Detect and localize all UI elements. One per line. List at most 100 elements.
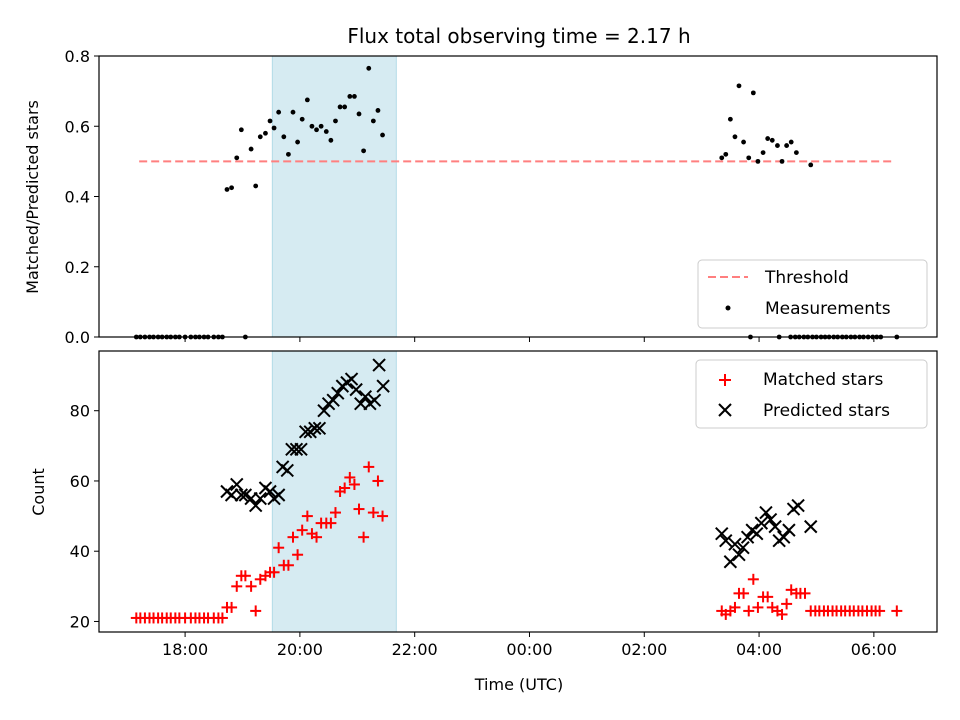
matched-star-marker [891,605,903,617]
y-tick-label: 40 [70,542,90,561]
predicted-star-marker [736,540,750,555]
predicted-star-marker [230,477,244,492]
predicted-star-marker [224,488,239,502]
measurement-point [238,127,244,133]
matched-star-marker [747,573,759,585]
measurement-point [271,125,277,131]
counts-legend: Matched stars Predicted stars [695,359,928,429]
counts-panel-frame [98,350,938,633]
predicted-star-marker [763,512,778,527]
measurement-point [323,129,329,134]
y-tick-label: 80 [70,402,90,421]
counts-legend-box [695,359,928,429]
matched-star-marker [311,531,323,543]
predicted-star-marker [372,358,386,372]
predicted-star-marker [367,393,382,407]
predicted-star-marker [750,526,764,541]
predicted-star-marker [358,389,373,404]
measurement-point [356,111,362,117]
matched-star-marker [799,587,811,599]
measurement-point [380,132,385,138]
matched-star-marker [344,471,356,483]
measurement-point [328,137,334,143]
predicted-star-marker [326,393,340,407]
predicted-star-marker [263,484,277,499]
matched-star-marker [377,510,389,522]
measurement-point [234,155,240,161]
predicted-star-marker [719,533,733,548]
chart-title: Flux total observing time = 2.17 h [347,24,690,48]
measurement-point [309,123,315,129]
measurement-point [352,93,357,99]
measurement-point [337,104,343,110]
legend-measurements-label: Measurements [765,299,891,319]
measurement-point [276,109,282,115]
matched-star-marker [292,549,304,561]
matched-star-marker [743,605,755,617]
predicted-star-marker [294,442,308,457]
measurement-point [775,143,780,148]
predicted-star-marker [376,379,390,393]
measurement-point [314,127,319,133]
measurement-point [290,109,296,115]
measurement-point [779,158,785,164]
measurement-point [784,143,790,148]
ratio-legend-box [697,259,928,329]
measurement-point [248,146,254,152]
observing-window-span [271,350,397,633]
predicted-star-marker [349,382,363,397]
legend-matched-label: Matched stars [763,370,883,390]
matched-star-marker [339,482,351,494]
matched-star-marker [781,598,793,610]
matched-star-marker [250,605,262,617]
predicted-star-marker [791,498,805,513]
predicted-star-marker [768,519,782,534]
measurement-point [727,116,733,122]
measurement-point [229,185,234,191]
y-tick-label: 0.2 [65,258,90,277]
matched-star-marker [287,531,299,543]
predicted-star-marker [289,442,304,457]
counts-panel: 20 40 60 80 18:00 20:00 22:00 00:00 02:00 04:00 0… [29,350,938,694]
matched-star-marker [752,601,764,613]
matched-star-marker [231,580,243,592]
measurement-point [224,187,230,192]
measurement-point [750,90,756,96]
predicted-star-marker [253,491,267,506]
legend-measurements-swatch [725,305,731,311]
matched-star-marker [301,510,313,522]
predicted-star-marker [732,548,746,562]
measurement-point [361,148,367,154]
matched-star-marker [353,503,365,515]
measurement-point [808,162,814,168]
predicted-star-marker [782,523,796,537]
predicted-star-marker [740,530,755,544]
x-tick-label: 02:00 [621,640,667,659]
matched-star-marker [226,601,238,613]
predicted-star-marker [344,372,359,386]
measurement-point [304,97,310,103]
predicted-star-marker [248,498,263,513]
count-y-axis-label: Count [29,468,48,516]
measurement-point [347,93,353,99]
measurement-point [755,158,761,164]
measurement-point [723,151,729,157]
measurement-point [286,151,291,157]
matched-star-marker [296,524,308,536]
matched-star-marker [282,559,294,571]
matched-star-marker [776,608,788,620]
observing-window-span [271,55,397,338]
measurement-point [253,183,259,189]
measurement-point [295,139,300,145]
legend-threshold-label: Threshold [764,268,849,288]
measurement-point [370,118,376,124]
y-tick-label: 0.6 [65,117,90,136]
matched-star-marker [239,570,251,582]
measurement-point [793,150,799,155]
matched-star-marker [348,478,360,490]
predicted-star-marker [280,463,294,478]
measurement-point [299,116,305,122]
measurement-point [333,118,338,124]
measurement-point [366,65,372,71]
